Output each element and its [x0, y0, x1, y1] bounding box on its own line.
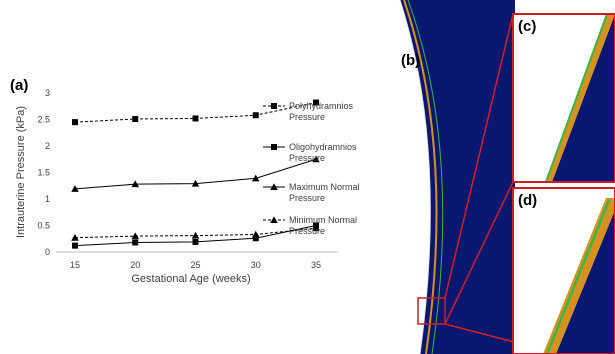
- data-point-square: [192, 238, 199, 245]
- y-tick-labels: 0 0.5 1 1.5 2 2.5 3: [37, 88, 50, 257]
- x-tick-label: 30: [251, 260, 261, 270]
- data-point-square: [252, 235, 259, 242]
- data-point-triangle: [270, 216, 278, 223]
- panel-label-d: (d): [518, 192, 537, 209]
- x-tick-label: 20: [130, 260, 140, 270]
- legend-label: Maximum Normal: [289, 182, 360, 192]
- legend-label: Pressure: [289, 226, 325, 236]
- y-tick-label: 2.5: [37, 115, 50, 125]
- legend-label: Oligohydramnios: [289, 142, 357, 152]
- data-point-square: [72, 242, 78, 249]
- panel-label-b: (b): [401, 52, 420, 69]
- arc-wall: [399, 0, 515, 354]
- x-tick-label: 25: [190, 260, 200, 270]
- x-tick-label: 15: [70, 260, 80, 270]
- data-point-square: [132, 239, 139, 246]
- legend-label: Polyhydramnios: [289, 101, 354, 111]
- data-point-triangle: [131, 180, 139, 188]
- data-point-square: [252, 112, 259, 119]
- data-point-triangle: [71, 233, 79, 241]
- data-point-triangle: [131, 232, 139, 240]
- data-point-triangle: [191, 179, 200, 187]
- data-point-triangle: [312, 155, 320, 163]
- y-tick-label: 0.5: [37, 221, 50, 231]
- legend-label: Minimum Normal: [289, 215, 357, 225]
- series-3: [71, 155, 320, 192]
- y-tick-label: 1.5: [37, 168, 50, 178]
- zoom-line-top: [444, 13, 514, 299]
- data-point-square: [313, 99, 319, 106]
- data-point-square: [132, 115, 139, 122]
- zoom-box: [417, 297, 446, 325]
- panel-label-c: (c): [518, 18, 536, 35]
- data-point-triangle: [312, 224, 320, 232]
- data-point-triangle: [252, 230, 260, 238]
- data-point-triangle: [252, 174, 260, 182]
- data-point-square: [72, 119, 78, 126]
- panel-b-arc-view: (b): [399, 0, 561, 354]
- data-point-square: [192, 115, 199, 122]
- data-point-square: [271, 144, 277, 150]
- panel-c-inset: (c): [512, 13, 615, 183]
- series-lines: [71, 99, 320, 249]
- y-tick-label: 1: [45, 194, 50, 204]
- legend-label: Pressure: [289, 193, 325, 203]
- data-point-triangle: [270, 183, 278, 190]
- chart-panel-a: (a) Gestational Age (weeks) Intrauterine…: [10, 77, 360, 285]
- data-point-triangle: [191, 231, 200, 239]
- x-tick-labels: 15 20 25 30 35: [70, 260, 321, 270]
- legend: PolyhydramniosPressureOligohydramniosPre…: [263, 101, 360, 236]
- x-axis-label: Gestational Age (weeks): [131, 273, 250, 285]
- data-point-triangle: [71, 185, 79, 192]
- y-tick-label: 3: [45, 88, 50, 98]
- y-tick-label: 0: [45, 247, 50, 257]
- series-1: [72, 99, 319, 126]
- legend-label: Pressure: [289, 153, 325, 163]
- legend-label: Pressure: [289, 112, 325, 122]
- data-point-square: [271, 103, 277, 109]
- panel-d-inset: (d): [512, 187, 615, 354]
- y-axis-label: Intrauterine Pressure (kPa): [15, 106, 27, 238]
- x-tick-label: 35: [311, 260, 321, 270]
- panel-label-a: (a): [10, 77, 28, 94]
- series-4: [71, 224, 320, 241]
- zoom-line-mid: [444, 181, 514, 325]
- y-tick-label: 2: [45, 141, 50, 151]
